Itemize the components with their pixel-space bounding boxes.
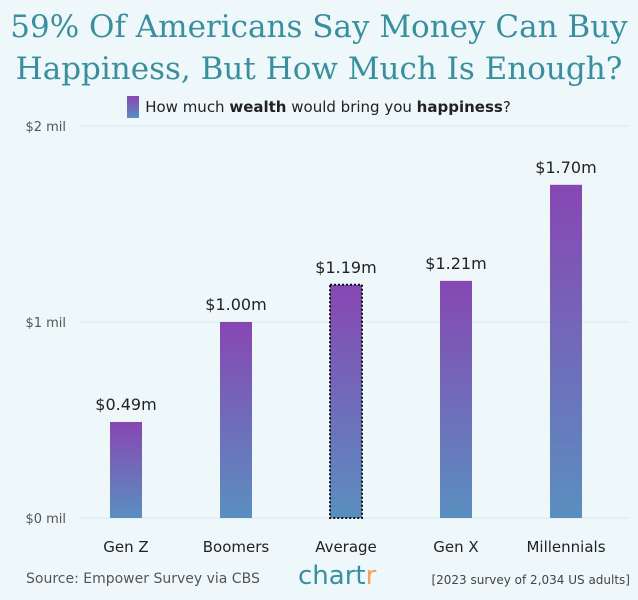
bar	[550, 184, 582, 519]
y-tick-label: $0 mil	[25, 512, 66, 527]
bar-value-label: $1.00m	[205, 295, 266, 314]
bar-value-label: $0.49m	[95, 395, 156, 414]
chart-title: 59% Of Americans Say Money Can Buy Happi…	[0, 6, 638, 90]
bar	[220, 322, 252, 518]
x-tick-label: Boomers	[203, 538, 270, 556]
x-tick-label: Average	[315, 538, 377, 556]
y-tick-label: $2 mil	[25, 120, 66, 135]
x-tick-label: Millennials	[526, 538, 605, 556]
bar-value-label: $1.19m	[315, 258, 376, 277]
bar	[110, 421, 142, 518]
brand-logo-accent: r	[365, 561, 377, 591]
x-tick-label: Gen X	[433, 538, 478, 556]
legend-bold-wealth: wealth	[229, 98, 287, 116]
legend: How much wealth would bring you happines…	[0, 96, 638, 118]
bar-value-label: $1.21m	[425, 254, 486, 273]
legend-swatch	[127, 96, 140, 118]
legend-bold-happiness: happiness	[416, 98, 503, 116]
legend-prefix: How much	[145, 98, 230, 116]
title-line-1: 59% Of Americans Say Money Can Buy	[10, 9, 628, 45]
legend-middle: would bring you	[286, 98, 417, 116]
x-tick-label: Gen Z	[103, 538, 148, 556]
brand-logo: chartr	[298, 561, 376, 591]
bar	[329, 283, 363, 520]
brand-logo-main: chart	[298, 561, 366, 591]
legend-suffix: ?	[502, 98, 511, 116]
bar-value-label: $1.70m	[535, 158, 596, 177]
survey-note: [2023 survey of 2,034 US adults]	[431, 573, 630, 587]
title-line-2: Happiness, But How Much Is Enough?	[15, 51, 623, 87]
bar	[440, 280, 472, 518]
legend-text: How much wealth would bring you happines…	[145, 98, 511, 116]
y-tick-label: $1 mil	[25, 316, 66, 331]
source-note: Source: Empower Survey via CBS	[26, 571, 260, 587]
